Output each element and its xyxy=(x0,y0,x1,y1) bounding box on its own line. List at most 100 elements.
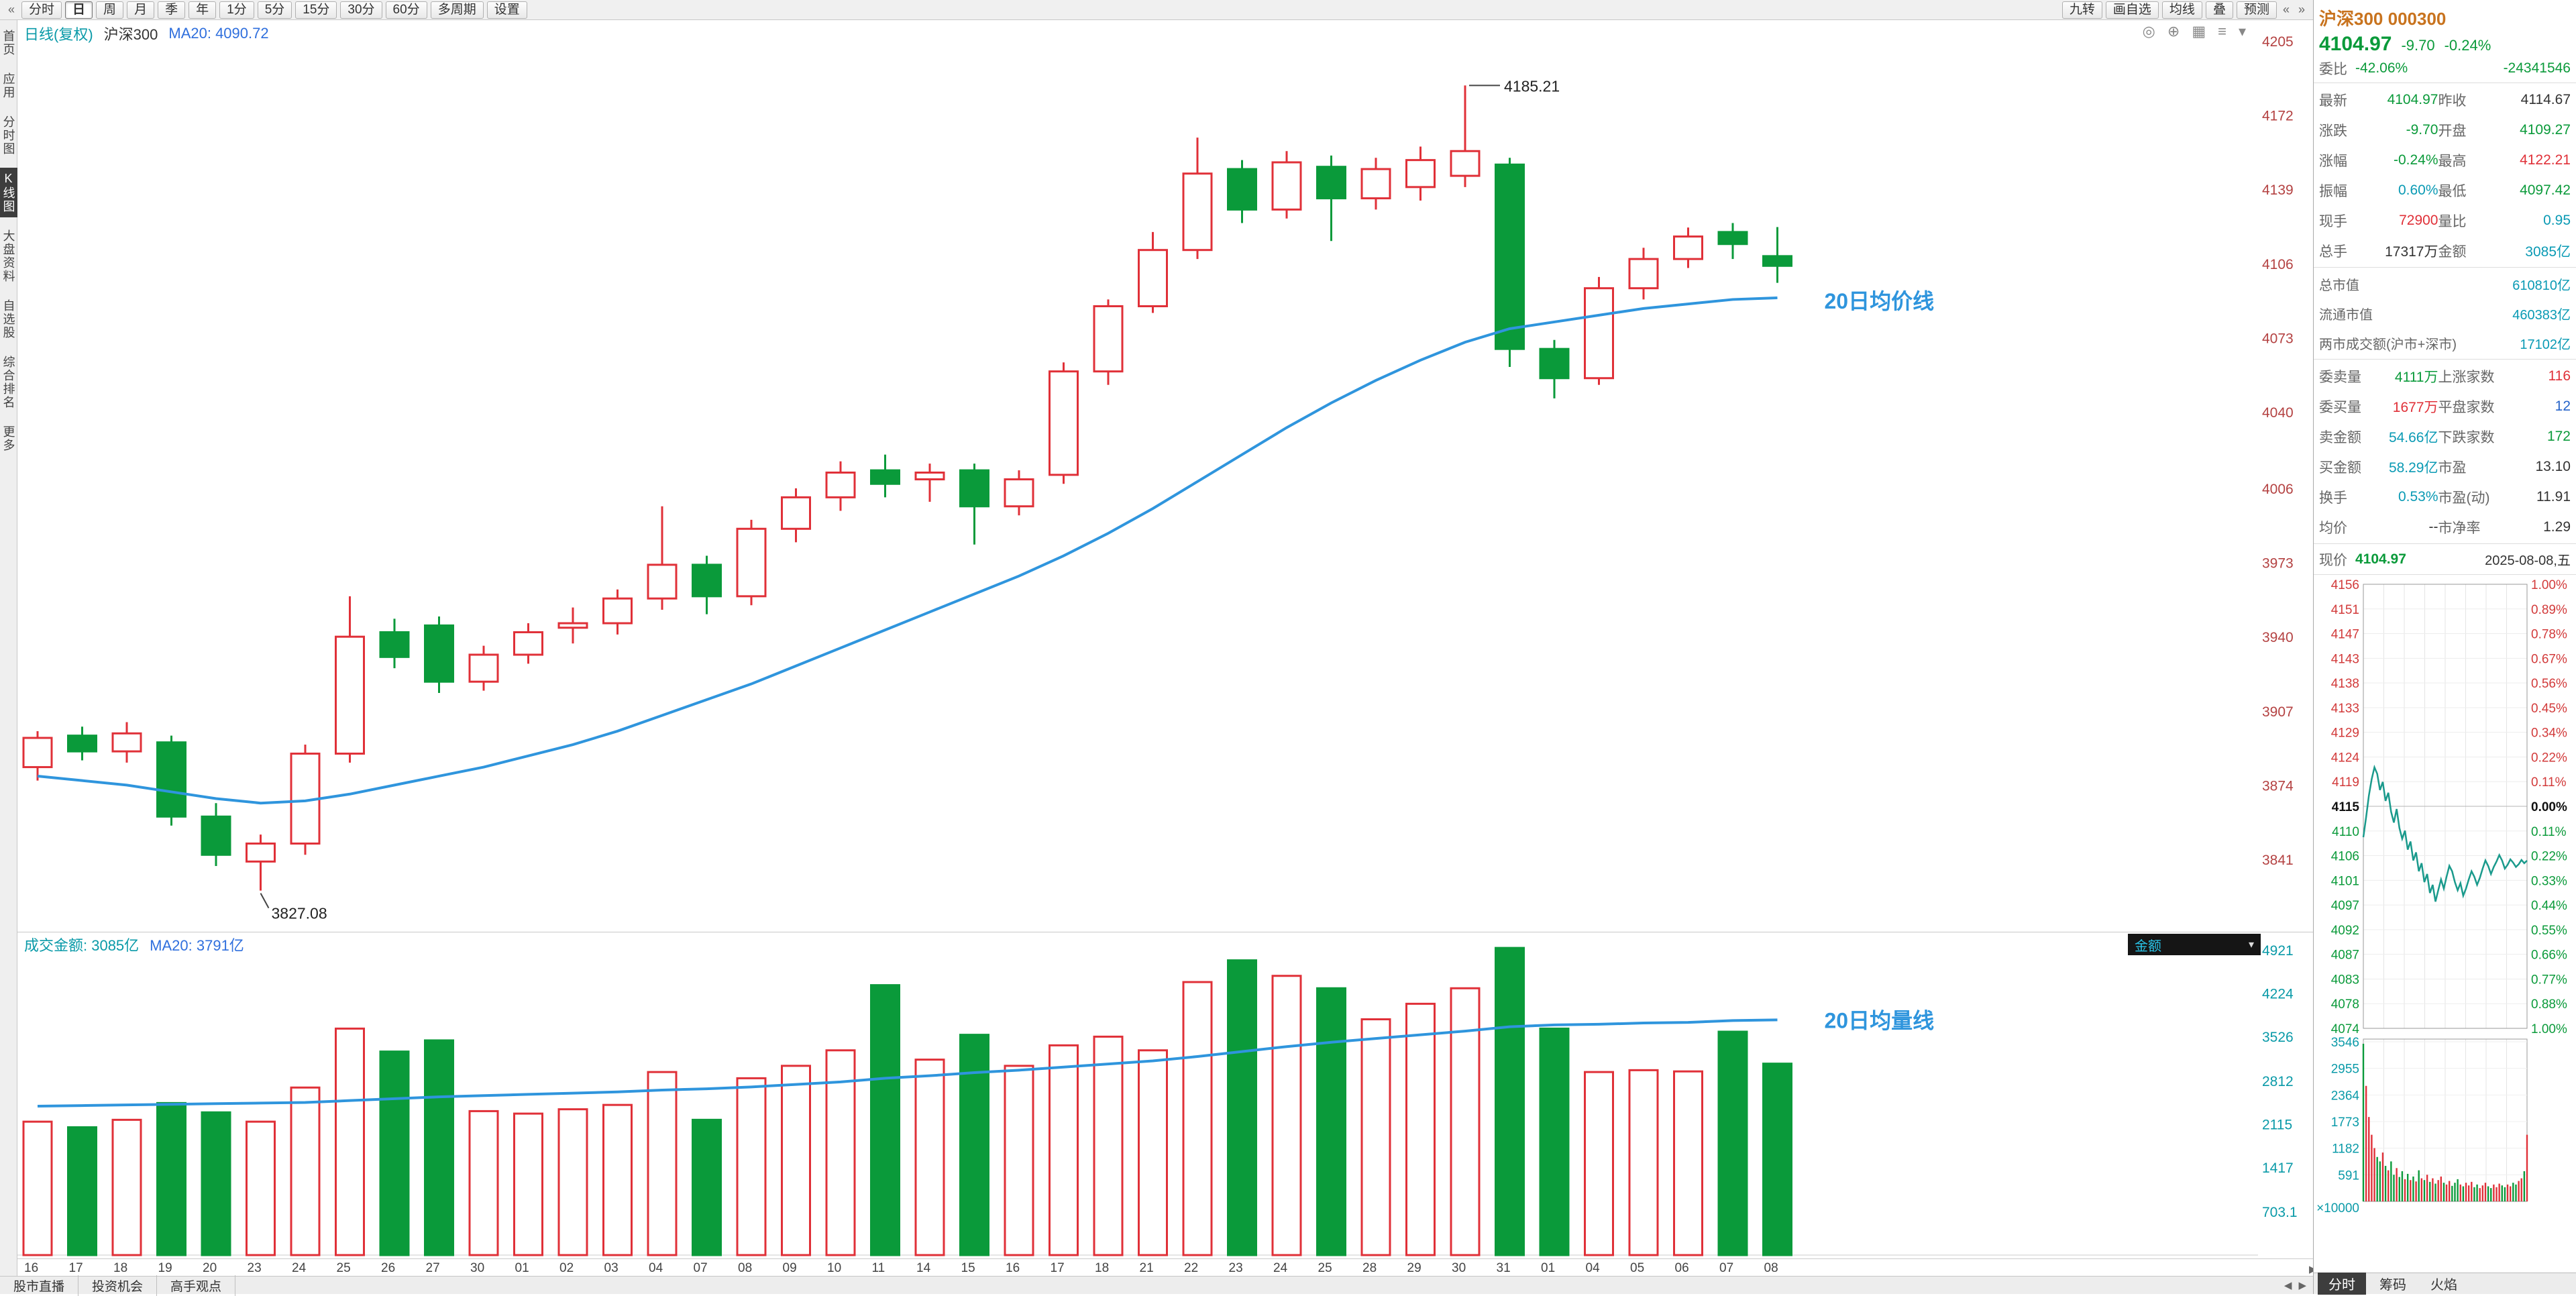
list-icon[interactable]: ≡ xyxy=(2218,23,2226,40)
svg-text:0.44%: 0.44% xyxy=(2531,899,2567,913)
quote-label: 换手 xyxy=(2319,487,2377,507)
svg-text:4073: 4073 xyxy=(2262,331,2294,346)
svg-text:3827.08: 3827.08 xyxy=(272,905,327,922)
svg-text:4147: 4147 xyxy=(2331,628,2359,642)
period-button-年[interactable]: 年 xyxy=(189,1,216,19)
svg-text:2812: 2812 xyxy=(2262,1074,2294,1089)
sidebar-item-K线图[interactable]: K线图 xyxy=(0,168,17,217)
period-button-15分[interactable]: 15分 xyxy=(295,1,337,19)
instrument-title: 沪深300 000300 xyxy=(2314,0,2576,30)
now-label: 现价 xyxy=(2319,549,2347,570)
quote-label: 现手 xyxy=(2319,211,2377,231)
period-button-季[interactable]: 季 xyxy=(158,1,185,19)
toolbar-right: 九转画自选均线叠预测 « » xyxy=(2062,1,2308,19)
sidebar-item-分时图[interactable]: 分时图 xyxy=(0,111,17,160)
tool-button-预测[interactable]: 预测 xyxy=(2237,1,2277,19)
bottom-bar-arrows: ◀ ▶ xyxy=(2284,1279,2313,1291)
target-icon[interactable]: ◎ xyxy=(2143,23,2155,40)
svg-text:0.67%: 0.67% xyxy=(2531,652,2567,666)
quote-value: 1677万 xyxy=(2377,396,2438,417)
kline-chart[interactable]: 4205417241394106407340404006397339403907… xyxy=(17,20,2313,930)
quote-label: 金额 xyxy=(2438,241,2510,261)
period-button-分时[interactable]: 分时 xyxy=(21,1,62,19)
instrument-code: 000300 xyxy=(2388,9,2447,29)
sidebar-item-更多[interactable]: 更多 xyxy=(0,421,17,456)
period-button-30分[interactable]: 30分 xyxy=(340,1,382,19)
sidebar-item-自选股[interactable]: 自选股 xyxy=(0,295,17,343)
quote-label: 振幅 xyxy=(2319,180,2377,201)
svg-text:4185.21: 4185.21 xyxy=(1504,77,1560,95)
collapse-icon[interactable]: ▾ xyxy=(2239,23,2246,40)
bottom-right-icon[interactable]: ▶ xyxy=(2298,1279,2306,1291)
bottom-tab-高手观点[interactable]: 高手观点 xyxy=(157,1275,235,1296)
tool-button-九转[interactable]: 九转 xyxy=(2062,1,2102,19)
symbol-label: 沪深300 xyxy=(104,23,158,44)
quote-row: 两市成交额(沪市+深市)17102亿 xyxy=(2319,328,2571,358)
date-label: 04 xyxy=(649,1261,663,1276)
bottom-tab-投资机会[interactable]: 投资机会 xyxy=(78,1275,157,1296)
svg-text:4205: 4205 xyxy=(2262,34,2294,50)
svg-text:591: 591 xyxy=(2338,1169,2359,1183)
svg-text:4172: 4172 xyxy=(2262,109,2294,124)
date-label: 25 xyxy=(337,1261,351,1276)
panel-tab-筹码[interactable]: 筹码 xyxy=(2369,1273,2417,1295)
svg-text:3526: 3526 xyxy=(2262,1030,2294,1045)
svg-text:4074: 4074 xyxy=(2331,1022,2360,1036)
date-label: 17 xyxy=(69,1261,83,1276)
svg-text:4078: 4078 xyxy=(2331,997,2359,1012)
period-button-日[interactable]: 日 xyxy=(65,1,93,19)
period-button-周[interactable]: 周 xyxy=(96,1,123,19)
date-label: 05 xyxy=(1630,1261,1644,1276)
sidebar-item-大盘资料[interactable]: 大盘资料 xyxy=(0,225,17,287)
sidebar-item-综合排名[interactable]: 综合排名 xyxy=(0,352,17,413)
panel-tabs: 分时筹码火焰 xyxy=(2314,1273,2576,1294)
tool-button-均线[interactable]: 均线 xyxy=(2162,1,2202,19)
svg-text:4139: 4139 xyxy=(2262,182,2294,198)
period-button-1分[interactable]: 1分 xyxy=(219,1,254,19)
amount-selector[interactable]: 金额 ▾ xyxy=(2128,934,2261,955)
period-button-设置[interactable]: 设置 xyxy=(487,1,527,19)
quote-label: 委买量 xyxy=(2319,396,2377,417)
tool-button-叠[interactable]: 叠 xyxy=(2206,1,2233,19)
svg-text:4101: 4101 xyxy=(2331,874,2359,888)
quote-label: 两市成交额(沪市+深市) xyxy=(2319,333,2457,353)
back-icon[interactable]: « xyxy=(5,3,17,17)
period-button-多周期[interactable]: 多周期 xyxy=(431,1,484,19)
chevron-down-icon: ▾ xyxy=(2249,938,2254,951)
bottom-tab-股市直播[interactable]: 股市直播 xyxy=(0,1275,78,1296)
quote-label: 卖金额 xyxy=(2319,427,2377,447)
svg-text:4124: 4124 xyxy=(2331,751,2360,765)
panel-tab-火焰[interactable]: 火焰 xyxy=(2420,1273,2468,1295)
tool-button-画自选[interactable]: 画自选 xyxy=(2106,1,2159,19)
svg-text:4129: 4129 xyxy=(2331,726,2359,741)
prev-icon[interactable]: « xyxy=(2280,3,2292,17)
svg-text:3546: 3546 xyxy=(2331,1036,2359,1050)
quote-label: 涨跌 xyxy=(2319,120,2377,140)
date-label: 30 xyxy=(1452,1261,1466,1276)
bottom-left-icon[interactable]: ◀ xyxy=(2284,1279,2292,1291)
panel-tab-分时[interactable]: 分时 xyxy=(2318,1273,2366,1295)
add-icon[interactable]: ⊕ xyxy=(2167,23,2180,40)
next-icon[interactable]: » xyxy=(2296,3,2308,17)
svg-text:0.22%: 0.22% xyxy=(2531,751,2567,765)
grid-icon[interactable]: ▦ xyxy=(2192,23,2206,40)
sidebar-item-应用[interactable]: 应用 xyxy=(0,68,17,103)
quote-value: 4111万 xyxy=(2377,366,2438,386)
sidebar-item-首页[interactable]: 首页 xyxy=(0,25,17,60)
period-button-月[interactable]: 月 xyxy=(127,1,154,19)
svg-text:20日均价线: 20日均价线 xyxy=(1825,289,1935,313)
period-button-60分[interactable]: 60分 xyxy=(386,1,427,19)
period-button-5分[interactable]: 5分 xyxy=(258,1,292,19)
